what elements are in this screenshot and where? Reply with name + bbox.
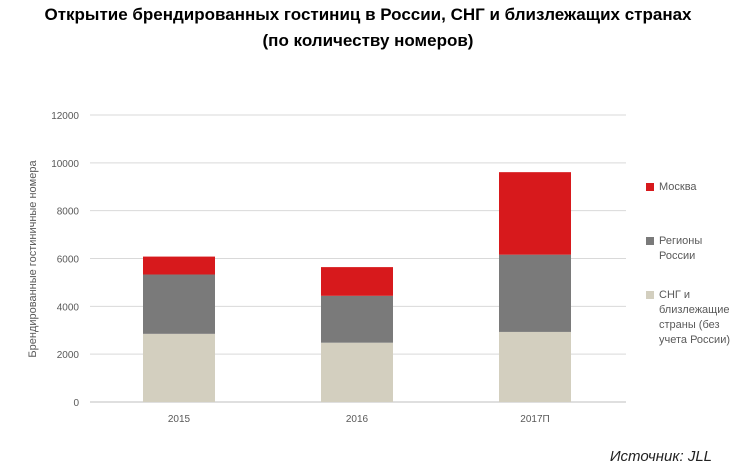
y-tick-label: 2000 <box>57 350 80 361</box>
y-tick-label: 12000 <box>51 111 79 122</box>
y-tick-label: 6000 <box>57 255 80 266</box>
x-tick-label: 2017П <box>520 414 549 425</box>
legend-label-moscow: Москва <box>659 181 697 193</box>
bar-segment-2017П-s1 <box>499 254 571 332</box>
x-tick-label: 2015 <box>168 414 191 425</box>
bar-segment-2015-s0 <box>143 333 215 402</box>
x-axis-ticks: 2015 2016 2017П <box>168 414 550 425</box>
bar-segment-2016-s0 <box>321 342 393 402</box>
bar-segment-2017П-s2 <box>499 172 571 255</box>
y-axis-ticks: 0 2000 4000 6000 8000 10000 12000 <box>51 111 79 409</box>
y-tick-label: 8000 <box>57 207 80 218</box>
bar-segment-2017П-s0 <box>499 331 571 402</box>
y-axis-label: Брендированные гостиничные номера <box>27 160 39 358</box>
bar-segment-2015-s2 <box>143 256 215 275</box>
bar-segment-2016-s1 <box>321 295 393 343</box>
legend-label-regions: Регионы России <box>659 235 703 262</box>
bar-segment-2016-s2 <box>321 267 393 296</box>
y-tick-label: 4000 <box>57 302 80 313</box>
legend-label-cis: СНГ и близлежащие страны (без учета Росс… <box>659 289 730 346</box>
y-tick-label: 0 <box>73 398 79 409</box>
legend-swatch-cis <box>646 291 654 299</box>
bar-segment-2015-s1 <box>143 274 215 334</box>
legend-swatch-regions <box>646 237 654 245</box>
legend-item-cis: СНГ и близлежащие страны (без учета Росс… <box>646 288 736 348</box>
source-note: Источник: JLL <box>609 448 712 465</box>
chart-title-line2: (по количеству номеров) <box>262 31 474 50</box>
x-tick-label: 2016 <box>346 414 369 425</box>
y-tick-label: 10000 <box>51 159 79 170</box>
legend-item-moscow: Москва <box>646 180 736 195</box>
bars <box>143 172 571 402</box>
legend-item-regions: Регионы России <box>646 234 736 264</box>
chart-title-line1: Открытие брендированных гостиниц в Росси… <box>44 5 692 24</box>
legend-swatch-moscow <box>646 183 654 191</box>
